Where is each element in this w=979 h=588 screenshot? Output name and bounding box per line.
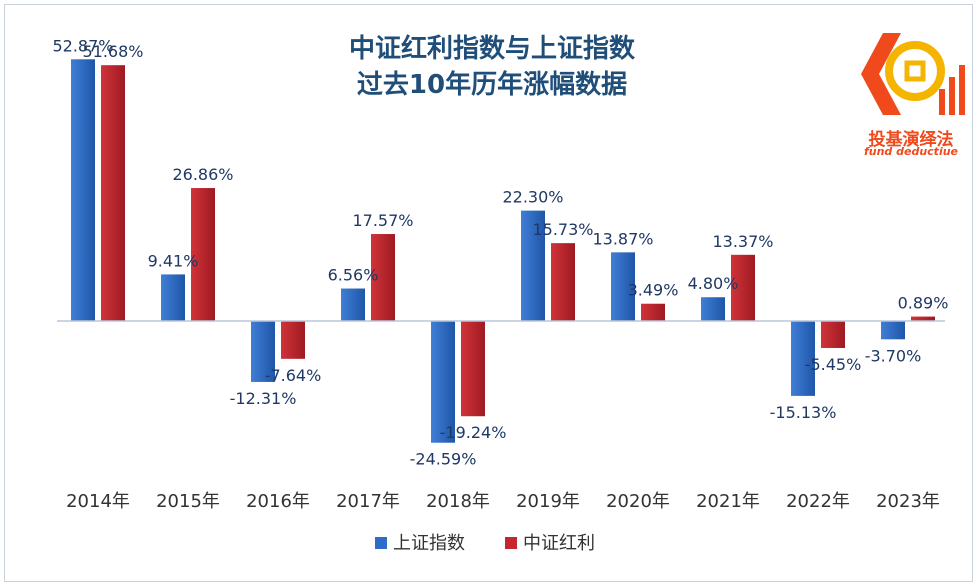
data-label-dividend-6: 3.49%: [628, 281, 679, 300]
x-tick-label-2: 2016年: [246, 491, 310, 512]
bar-dividend-8: [821, 321, 845, 348]
bar-shanghai-5: [521, 210, 545, 321]
legend-label-1: 中证红利: [523, 533, 595, 554]
bar-chart: 中证红利指数与上证指数 过去10年历年涨幅数据 52.87%51.68% 9.41…: [52, 33, 948, 554]
x-tick-label-0: 2014年: [66, 491, 130, 512]
bar-dividend-2: [281, 321, 305, 359]
data-label-dividend-4: -19.24%: [440, 423, 507, 442]
bars-group: [71, 59, 935, 443]
bar-dividend-4: [461, 321, 485, 417]
legend: 上证指数 中证红利: [375, 533, 595, 554]
chart-title-line-1: 中证红利指数与上证指数: [349, 33, 636, 64]
x-tick-label-3: 2017年: [336, 491, 400, 512]
bar-shanghai-4: [431, 321, 455, 443]
data-label-shanghai-7: 4.80%: [688, 274, 739, 293]
x-tick-label-6: 2020年: [606, 491, 670, 512]
bar-dividend-6: [641, 303, 665, 321]
data-label-dividend-9: 0.89%: [898, 294, 949, 313]
logo-bar-3: [959, 65, 965, 115]
legend-label-0: 上证指数: [393, 533, 465, 554]
bar-dividend-7: [731, 254, 755, 321]
data-label-shanghai-2: -12.31%: [230, 389, 297, 408]
bar-dividend-1: [191, 188, 215, 321]
bar-shanghai-8: [791, 321, 815, 396]
bar-dividend-5: [551, 243, 575, 321]
data-label-shanghai-6: 13.87%: [592, 229, 653, 248]
x-tick-label-5: 2019年: [516, 491, 580, 512]
x-tick-label-8: 2022年: [786, 491, 850, 512]
x-tick-label-4: 2018年: [426, 491, 490, 512]
x-tick-label-7: 2021年: [696, 491, 760, 512]
bar-shanghai-2: [251, 321, 275, 382]
fund-deductive-logo: [861, 33, 965, 115]
data-label-dividend-3: 17.57%: [352, 211, 413, 230]
bar-shanghai-9: [881, 321, 905, 340]
chart-title-line-2: 过去10年历年涨幅数据: [357, 69, 627, 100]
data-label-shanghai-4: -24.59%: [410, 450, 477, 469]
logo-coin-ring: [885, 41, 945, 101]
data-label-shanghai-1: 9.41%: [148, 251, 199, 270]
data-label-dividend-0: 51.68%: [82, 42, 143, 61]
bar-dividend-3: [371, 234, 395, 321]
logo-bar-2: [949, 77, 955, 115]
data-label-shanghai-5: 22.30%: [502, 188, 563, 207]
logo-text-en: fund deductiue: [863, 145, 959, 158]
data-label-shanghai-0: 52.87%: [52, 36, 113, 55]
data-label-dividend-2: -7.64%: [265, 366, 322, 385]
data-label-dividend-8: -5.45%: [805, 355, 862, 374]
bar-shanghai-1: [161, 274, 185, 321]
bar-dividend-0: [101, 65, 125, 322]
data-label-dividend-5: 15.73%: [532, 220, 593, 239]
bar-shanghai-7: [701, 297, 725, 321]
logo-text-cn: 投基演绎法: [868, 130, 954, 150]
data-label-shanghai-9: -3.70%: [865, 346, 922, 365]
logo-arrow-shape: [861, 33, 901, 115]
bar-shanghai-6: [611, 252, 635, 321]
x-axis-ticks: 2014年 2015年 2016年 2017年 2018年 2019年 2020年 2021年…: [66, 491, 940, 512]
data-label-shanghai-3: 6.56%: [328, 266, 379, 285]
x-tick-label-9: 2023年: [876, 491, 940, 512]
bar-shanghai-3: [341, 288, 365, 321]
legend-swatch-1: [505, 537, 517, 549]
bar-shanghai-0: [71, 59, 95, 322]
data-label-dividend-7: 13.37%: [712, 232, 773, 251]
logo-coin-hole: [904, 60, 926, 82]
chart-frame: 中证红利指数与上证指数 过去10年历年涨幅数据 52.87% 51.68% 9.41…: [4, 4, 973, 582]
logo-bar-1: [939, 89, 945, 115]
legend-swatch-0: [375, 537, 387, 549]
data-labels-group: 52.87%51.68% 9.41% 26.86% -12.31% -7.64% 6.56…: [52, 36, 948, 468]
bar-dividend-9: [911, 316, 935, 321]
data-label-shanghai-8: -15.13%: [770, 403, 837, 422]
data-label-dividend-1: 26.86%: [172, 165, 233, 184]
x-tick-label-1: 2015年: [156, 491, 220, 512]
